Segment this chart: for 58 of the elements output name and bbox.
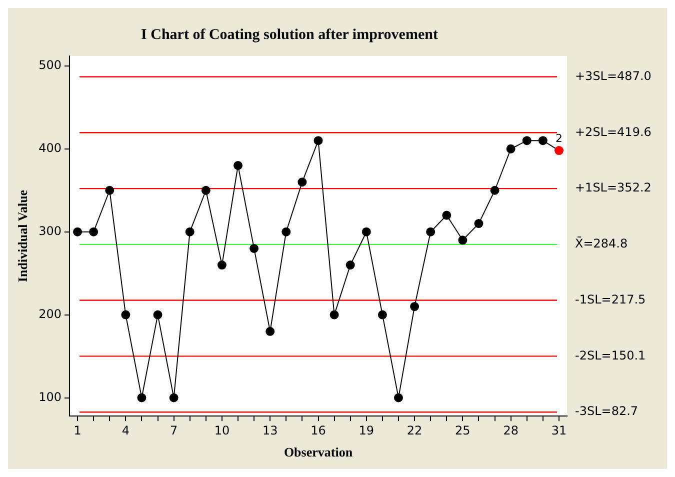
point	[346, 260, 355, 270]
x-tick-label: 16	[310, 423, 326, 438]
y-tick-label: 500	[38, 58, 62, 72]
ref-line-label: -1SL=217.5	[575, 292, 646, 306]
point	[362, 227, 371, 236]
y-tick-label: 300	[38, 224, 62, 238]
x-tick-label: 28	[503, 423, 518, 438]
point	[554, 146, 564, 156]
ref-line-label: +3SL=487.0	[575, 68, 652, 83]
annotation: 2	[555, 132, 562, 145]
y-tick-label: 100	[38, 390, 62, 404]
point	[314, 136, 323, 146]
x-axis-title: Observation	[284, 444, 354, 460]
point	[458, 236, 468, 245]
point	[201, 186, 210, 195]
point	[330, 310, 339, 320]
x-tick-label: 19	[358, 423, 374, 438]
chart-title: I Chart of Coating solution after improvement	[141, 26, 438, 43]
x-tick-label: 4	[122, 423, 130, 438]
point	[490, 186, 500, 195]
point	[121, 310, 130, 320]
x-tick-label: 25	[455, 423, 470, 438]
ref-line-label: -2SL=150.1	[575, 348, 646, 362]
ref-line-label: +2SL=419.6	[575, 124, 652, 139]
ref-line-label: X̄=284.8	[575, 236, 628, 251]
x-tick-label: 7	[170, 423, 178, 438]
point	[73, 227, 82, 236]
y-tick-label: 200	[38, 306, 62, 321]
y-tick-label: 400	[38, 141, 62, 156]
point	[506, 144, 516, 154]
point	[185, 227, 194, 236]
point	[442, 210, 452, 220]
x-tick-label: 22	[406, 423, 422, 438]
point	[522, 136, 532, 146]
point	[137, 393, 146, 402]
point	[410, 302, 420, 312]
point	[282, 227, 291, 236]
y-axis-title: Individual Value	[15, 190, 30, 282]
point	[474, 219, 484, 228]
x-tick-label: 10	[214, 423, 230, 438]
point	[169, 393, 178, 402]
point	[105, 186, 114, 195]
point	[394, 393, 403, 402]
point	[250, 244, 259, 253]
point	[298, 178, 307, 187]
x-tick-label: 31	[551, 423, 567, 438]
x-tick-label: 13	[262, 423, 278, 438]
x-tick-label: 1	[74, 423, 82, 438]
ref-line-label: -3SL=82.7	[575, 404, 638, 418]
point	[217, 260, 226, 270]
point	[426, 227, 436, 236]
point	[538, 136, 548, 146]
point	[378, 310, 387, 320]
ref-line-label: +1SL=352.2	[575, 180, 652, 195]
point	[153, 310, 162, 320]
point	[89, 227, 98, 236]
point	[266, 326, 275, 336]
point	[234, 160, 243, 170]
